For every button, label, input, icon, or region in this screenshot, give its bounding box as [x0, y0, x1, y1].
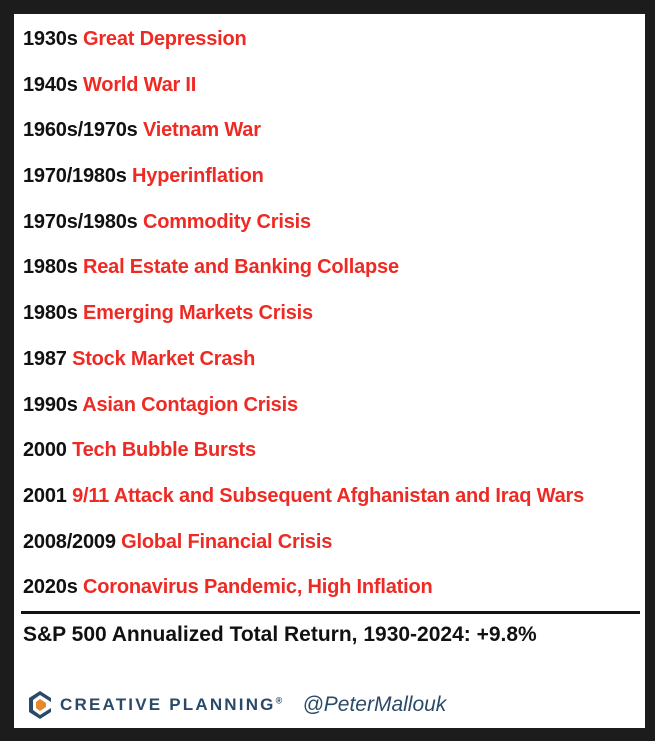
period: 1970s/1980s — [23, 210, 138, 233]
handle: @PeterMallouk — [302, 693, 447, 716]
period: 2001 — [23, 484, 67, 507]
logo-mark: ® — [275, 695, 285, 706]
list-row: 1960s/1970s Vietnam War — [23, 119, 584, 165]
period: 1960s/1970s — [23, 119, 138, 142]
list-row: 2001 9/11 Attack and Subsequent Afghanis… — [23, 485, 584, 531]
list-row: 1980s Emerging Markets Crisis — [23, 302, 584, 348]
period: 1980s — [23, 302, 78, 325]
period: 1970/1980s — [23, 165, 127, 188]
divider — [21, 611, 640, 614]
period: 1980s — [23, 256, 78, 279]
summary: S&P 500 Annualized Total Return, 1930-20… — [23, 623, 537, 646]
event: Stock Market Crash — [72, 347, 256, 370]
period: 1940s — [23, 73, 78, 96]
period: 1990s — [23, 393, 78, 416]
event: Coronavirus Pandemic, High Inflation — [82, 576, 433, 599]
event: Vietnam War — [142, 119, 261, 142]
crisis-list: 1930s Great Depression 1940s World War II… — [23, 28, 584, 622]
list-row: 1987 Stock Market Crash — [23, 348, 584, 394]
event: World War II — [82, 73, 197, 96]
event: Great Depression — [82, 28, 247, 50]
period: 2000 — [23, 439, 67, 462]
list-row: 2000 Tech Bubble Bursts — [23, 439, 584, 485]
event: Real Estate and Banking Collapse — [82, 256, 399, 279]
event: Global Financial Crisis — [121, 530, 333, 553]
period: 1930s — [23, 28, 78, 50]
list-row: 1990s Asian Contagion Crisis — [23, 394, 584, 440]
list-row: 1930s Great Depression — [23, 28, 584, 74]
period: 2008/2009 — [23, 530, 116, 553]
list-row: 2008/2009 Global Financial Crisis — [23, 531, 584, 577]
logo-icon — [29, 691, 51, 719]
list-row: 1980s Real Estate and Banking Collapse — [23, 256, 584, 302]
list-row: 1970s/1980s Commodity Crisis — [23, 211, 584, 257]
list-row: 1940s World War II — [23, 74, 584, 120]
footer: CREATIVE PLANNING® @PeterMallouk — [28, 688, 446, 722]
panel: 1930s Great Depression 1940s World War II… — [14, 14, 645, 728]
logo-name: CREATIVE PLANNING — [60, 695, 276, 714]
event: Hyperinflation — [132, 165, 264, 188]
period: 2020s — [23, 576, 78, 599]
logo-text: CREATIVE PLANNING® — [60, 695, 284, 715]
period: 1987 — [23, 347, 67, 370]
list-row: 1970/1980s Hyperinflation — [23, 165, 584, 211]
event: Tech Bubble Bursts — [72, 439, 256, 462]
event: Commodity Crisis — [142, 210, 311, 233]
event: Emerging Markets Crisis — [82, 302, 313, 325]
event: Asian Contagion Crisis — [82, 393, 298, 416]
event: 9/11 Attack and Subsequent Afghanistan a… — [72, 484, 584, 507]
list-row: 2020s Coronavirus Pandemic, High Inflati… — [23, 576, 584, 622]
